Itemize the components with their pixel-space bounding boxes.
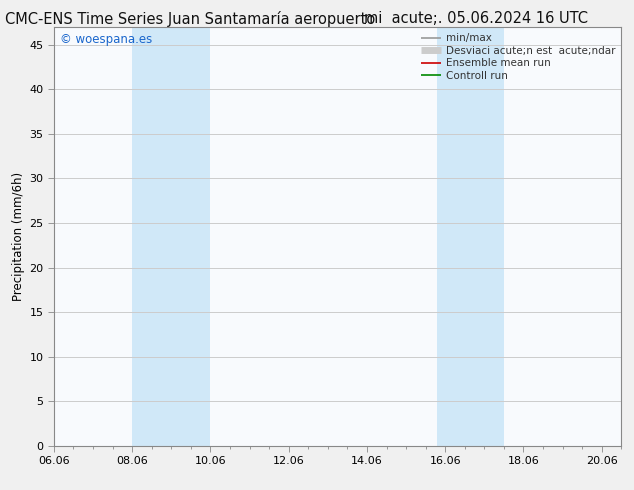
Text: CMC-ENS Time Series Juan Santamaría aeropuerto: CMC-ENS Time Series Juan Santamaría aero… <box>5 11 375 27</box>
Bar <box>437 27 504 446</box>
Text: © woespana.es: © woespana.es <box>60 33 152 46</box>
Legend: min/max, Desviaci acute;n est  acute;ndar, Ensemble mean run, Controll run: min/max, Desviaci acute;n est acute;ndar… <box>417 30 618 84</box>
Bar <box>132 27 210 446</box>
Text: mi  acute;. 05.06.2024 16 UTC: mi acute;. 05.06.2024 16 UTC <box>363 11 588 26</box>
Y-axis label: Precipitation (mm/6h): Precipitation (mm/6h) <box>12 172 25 301</box>
